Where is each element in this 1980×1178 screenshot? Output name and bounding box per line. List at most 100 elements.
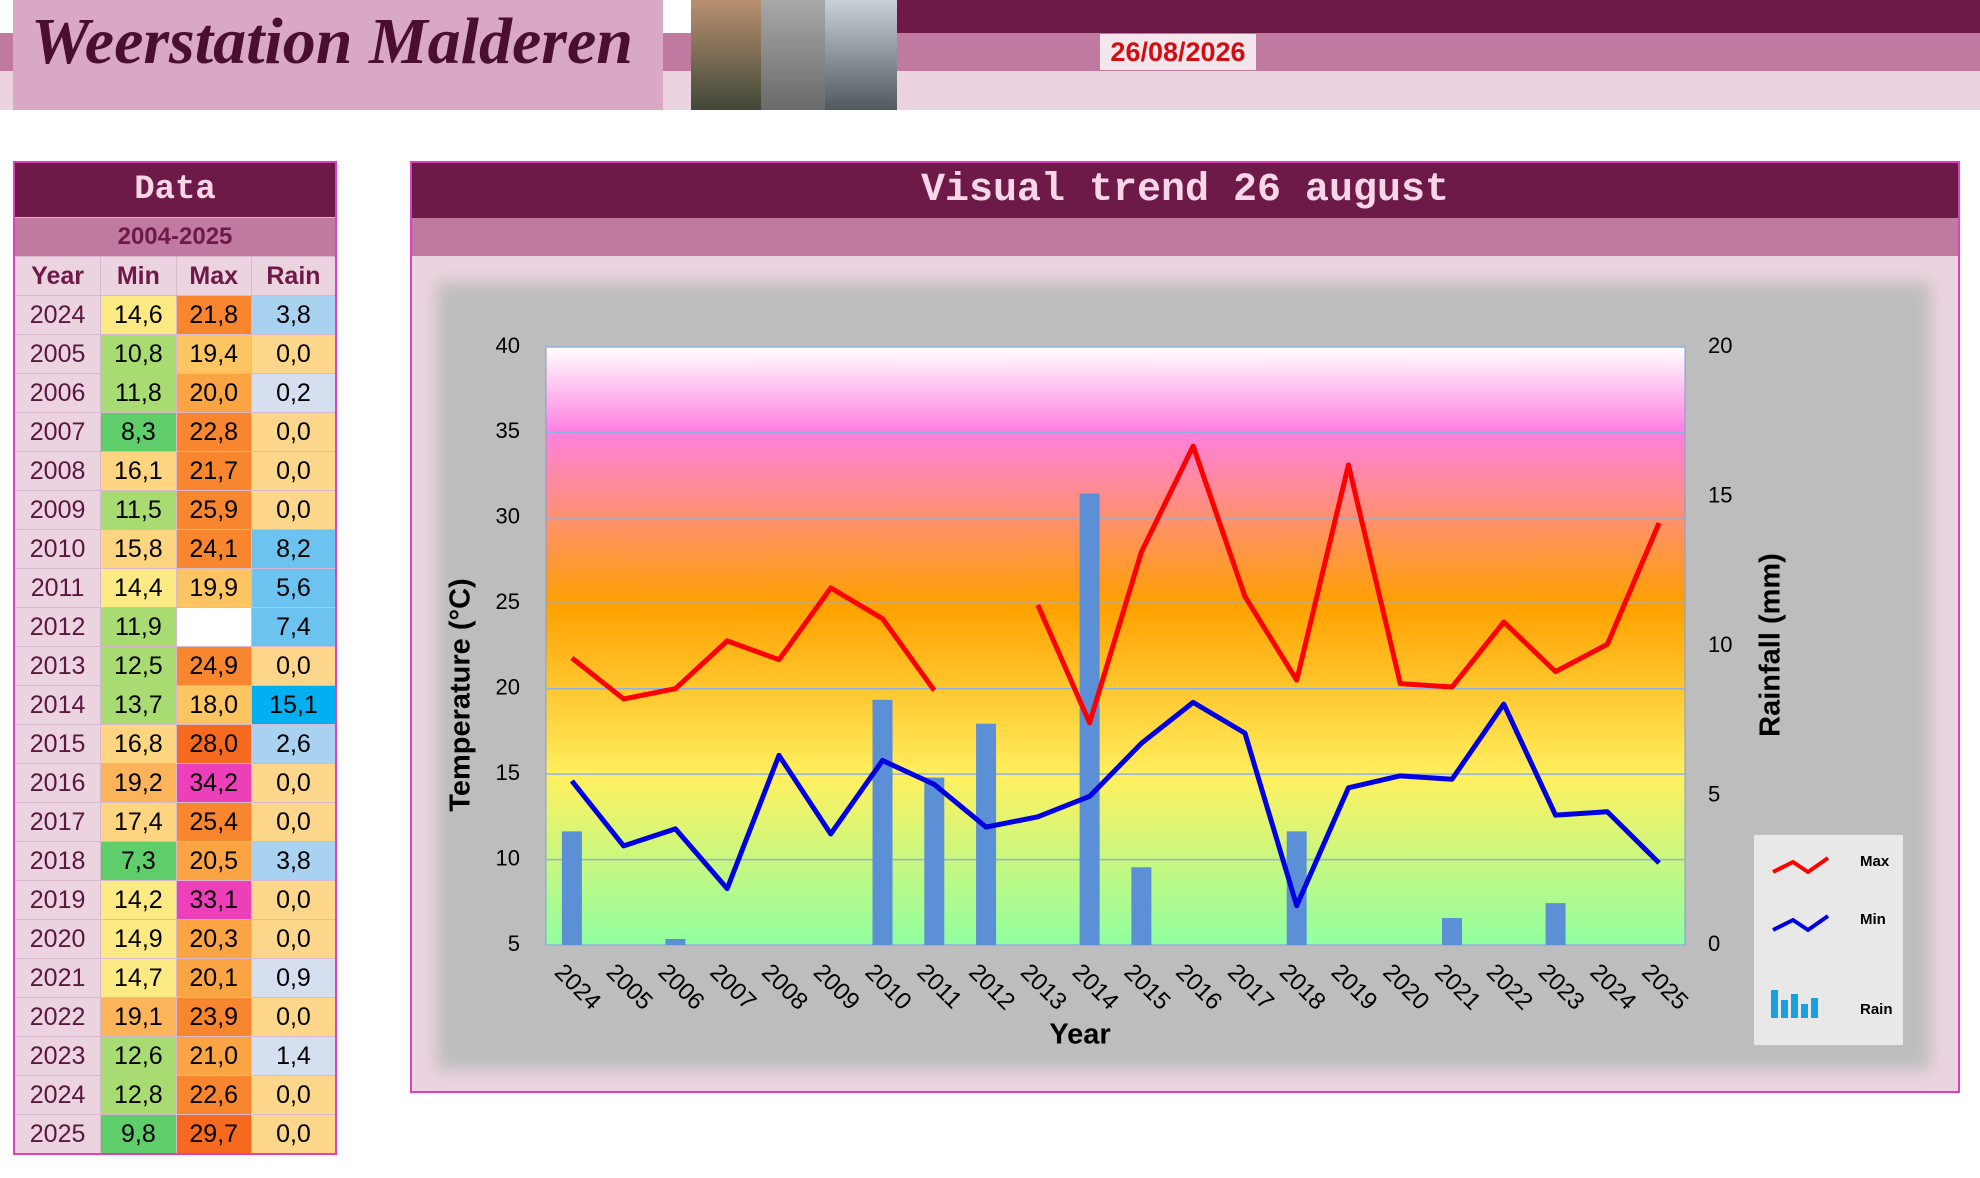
legend-icon (1781, 1000, 1788, 1018)
y-tick-label: 25 (496, 589, 520, 614)
year-cell: 2024 (13, 1075, 102, 1115)
value-cell: 12,6 (100, 1036, 177, 1076)
value-cell: 20,0 (175, 373, 252, 413)
table-row: 2016 19,2 34,2 0,0 (13, 763, 337, 803)
table-row: 2014 13,7 18,0 15,1 (13, 685, 337, 725)
table-row: 2011 14,4 19,9 5,6 (13, 568, 337, 608)
column-header: Min (100, 256, 177, 296)
value-cell: 0,0 (250, 802, 337, 842)
legend-icon (1811, 998, 1818, 1018)
value-cell: 29,7 (175, 1114, 252, 1155)
year-cell: 2007 (13, 412, 102, 452)
table-row: 2024 12,8 22,6 0,0 (13, 1075, 337, 1115)
line (569, 699, 1661, 909)
value-cell: 15,1 (250, 685, 337, 725)
value-cell: 0,0 (250, 1075, 337, 1115)
y-tick-label: 15 (496, 760, 520, 785)
year-cell: 2013 (13, 646, 102, 686)
table-row: 2005 10,8 19,4 0,0 (13, 334, 337, 374)
value-cell: 3,8 (250, 295, 337, 335)
photo (691, 0, 761, 110)
year-cell: 2009 (13, 490, 102, 530)
y2-tick-label: 15 (1708, 482, 1732, 507)
table-title: Data (13, 161, 337, 218)
value-cell: 11,9 (100, 607, 177, 647)
value-cell: 20,5 (175, 841, 252, 881)
bar (1442, 918, 1463, 945)
year-cell: 2015 (13, 724, 102, 764)
value-cell: 0,0 (250, 997, 337, 1037)
value-cell: 14,2 (100, 880, 177, 920)
value-cell: 22,8 (175, 412, 252, 452)
year-cell: 2006 (13, 373, 102, 413)
title-box: Weerstation Malderen (13, 0, 663, 110)
value-cell: 16,8 (100, 724, 177, 764)
value-cell: 0,0 (250, 880, 337, 920)
bar (1286, 831, 1307, 945)
value-cell: 7,4 (250, 607, 337, 647)
header-row: Year Min Max Rain (13, 256, 337, 296)
value-cell: 19,4 (175, 334, 252, 374)
legend-icon (1791, 994, 1798, 1018)
table-row: 2012 11,9 7,4 (13, 607, 337, 647)
value-cell: 0,0 (250, 1114, 337, 1155)
value-cell: 15,8 (100, 529, 177, 569)
value-cell: 14,7 (100, 958, 177, 998)
table-row: 2021 14,7 20,1 0,9 (13, 958, 337, 998)
value-cell: 0,9 (250, 958, 337, 998)
year-cell: 2022 (13, 997, 102, 1037)
year-cell: 2023 (13, 1036, 102, 1076)
bar (872, 699, 893, 945)
value-cell: 0,0 (250, 334, 337, 374)
table-row: 2022 19,1 23,9 0,0 (13, 997, 337, 1037)
year-cell: 2014 (13, 685, 102, 725)
column-header: Year (13, 256, 102, 296)
value-cell: 19,2 (100, 763, 177, 803)
table-row: 2010 15,8 24,1 8,2 (13, 529, 337, 569)
value-cell: 19,1 (100, 997, 177, 1037)
photo (761, 0, 825, 110)
year-cell: 2019 (13, 880, 102, 920)
bar (976, 723, 997, 945)
year-cell: 2018 (13, 841, 102, 881)
value-cell: 24,1 (175, 529, 252, 569)
y2-tick-label: 0 (1708, 931, 1720, 956)
table-row: 2017 17,4 25,4 0,0 (13, 802, 337, 842)
value-cell: 13,7 (100, 685, 177, 725)
value-cell: 11,5 (100, 490, 177, 530)
photo (825, 0, 897, 110)
value-cell: 23,9 (175, 997, 252, 1037)
value-cell: 14,6 (100, 295, 177, 335)
y-tick-label: 40 (496, 333, 520, 358)
value-cell: 18,0 (175, 685, 252, 725)
table-row: 2025 9,8 29,7 0,0 (13, 1114, 337, 1155)
value-cell: 11,8 (100, 373, 177, 413)
year-cell: 2020 (13, 919, 102, 959)
y2-tick-label: 10 (1708, 632, 1732, 657)
table-row: 2019 14,2 33,1 0,0 (13, 880, 337, 920)
date: 26/08/2026 (1100, 34, 1256, 70)
value-cell: 9,8 (100, 1114, 177, 1155)
table-row: 2015 16,8 28,0 2,6 (13, 724, 337, 764)
chart-subband (412, 218, 1958, 256)
year-cell: 2025 (13, 1114, 102, 1155)
year-cell: 2024 (13, 295, 102, 335)
column-header: Max (175, 256, 252, 296)
value-cell: 25,4 (175, 802, 252, 842)
bar (924, 777, 945, 945)
value-cell: 0,0 (250, 646, 337, 686)
table-subtitle: 2004-2025 (13, 217, 337, 257)
year-cell: 2010 (13, 529, 102, 569)
table-row: 2013 12,5 24,9 0,0 (13, 646, 337, 686)
legend-label: Rain (1860, 1001, 1893, 1018)
table-row: 2006 11,8 20,0 0,2 (13, 373, 337, 413)
value-cell: 22,6 (175, 1075, 252, 1115)
year-cell: 2016 (13, 763, 102, 803)
bar (1131, 867, 1152, 945)
year-cell: 2008 (13, 451, 102, 491)
legend-icon (1801, 1004, 1808, 1018)
table-row: 2018 7,3 20,5 3,8 (13, 841, 337, 881)
year-cell: 2011 (13, 568, 102, 608)
